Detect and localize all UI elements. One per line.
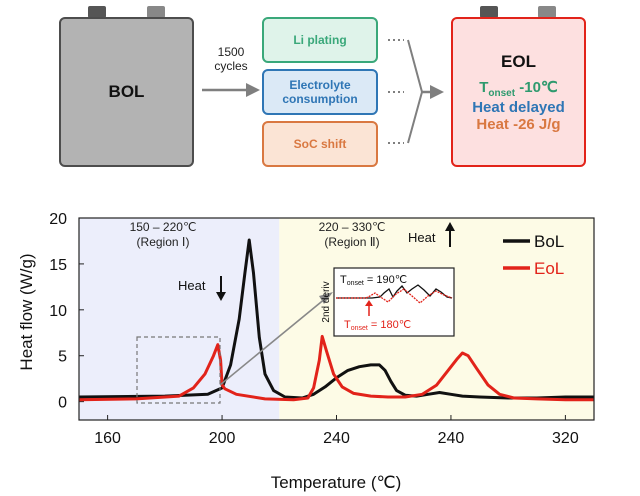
bol-label: BOL (108, 82, 145, 101)
mechanism-label: Electrolyte consumption (282, 78, 358, 106)
mechanism-label: SoC shift (293, 137, 347, 151)
heat-down-label: Heat (178, 278, 206, 293)
y-tick-label: 15 (49, 257, 67, 274)
y-tick-label: 10 (49, 303, 67, 320)
zoom-region-box (136, 336, 221, 404)
region1-name-label: (Region Ⅰ) (137, 235, 190, 249)
plot-frame (78, 217, 595, 421)
inset-ylabel: 2nd deriv (321, 281, 332, 322)
inset-bol-tonset: Tonset = 190℃ (340, 274, 407, 287)
x-tick-label: 240 (323, 430, 350, 447)
bol-terminal-negative (88, 6, 106, 18)
converge-arrow-icon (388, 39, 444, 144)
y-axis-label: Heat flow (W/g) (17, 253, 36, 370)
cycles-arrow-icon (202, 83, 260, 97)
series-eol-line (78, 334, 594, 402)
mechanism-soc-shift: SoC shift (262, 121, 378, 167)
eol-tonset: Tonset -10℃ (479, 78, 558, 99)
region1-range-label: 150 – 220℃ (130, 220, 197, 234)
heat-up-arrow-icon (445, 222, 455, 247)
series-bol-line (78, 238, 594, 400)
zoom-pointer-arrow-icon (219, 292, 333, 386)
region-1-background (79, 218, 280, 420)
region2-range-label: 220 – 330℃ (319, 220, 386, 234)
mechanism-li-plating: Li plating (262, 17, 378, 63)
eol-terminal-negative (480, 6, 498, 18)
inset-bol-trace (336, 284, 453, 299)
region2-name-label: (Region Ⅱ) (324, 235, 379, 249)
x-tick-label: 200 (209, 430, 236, 447)
eol-terminal-positive (538, 6, 556, 18)
eol-label: EOL (501, 51, 536, 71)
bol-battery: BOL (59, 17, 194, 167)
inset-eol-arrow-icon (365, 300, 373, 316)
cycles-unit: cycles (214, 59, 248, 73)
inset-frame (333, 267, 455, 337)
x-tick-label: 240 (438, 430, 465, 447)
heat-down-arrow-icon (216, 276, 226, 301)
inset-second-derivative: 2nd deriv Tonset = 190℃ Tonset = 180℃ (321, 267, 455, 337)
inset-eol-trace (336, 288, 453, 304)
x-tick-label: 320 (552, 430, 579, 447)
mechanism-label: Li plating (293, 33, 347, 47)
x-axis-label: Temperature (℃) (271, 473, 402, 492)
eol-battery: EOL Tonset -10℃ Heat delayed Heat -26 J/… (451, 17, 586, 167)
legend-eol-label: EoL (534, 259, 564, 278)
y-tick-label: 20 (49, 211, 67, 228)
legend: BoL EoL (503, 232, 564, 278)
curves (78, 238, 594, 402)
cycles-value: 1500 (217, 45, 245, 59)
heat-up-label: Heat (408, 230, 436, 245)
eol-heat-reduced: Heat -26 J/g (476, 115, 561, 133)
y-tick-label: 0 (58, 395, 67, 412)
inset-eol-tonset: Tonset = 180℃ (344, 319, 411, 332)
y-tick-label: 5 (58, 349, 67, 366)
mechanism-electrolyte-consumption: Electrolyte consumption (262, 69, 378, 115)
cycles-text: 1500 cycles (203, 45, 259, 73)
bol-terminal-positive (147, 6, 165, 18)
legend-bol-label: BoL (534, 232, 564, 251)
eol-heat-delayed: Heat delayed (472, 98, 565, 116)
axis-ticks: 160 200 240 240 320 0 5 10 15 20 (49, 211, 579, 447)
x-tick-label: 160 (94, 430, 121, 447)
